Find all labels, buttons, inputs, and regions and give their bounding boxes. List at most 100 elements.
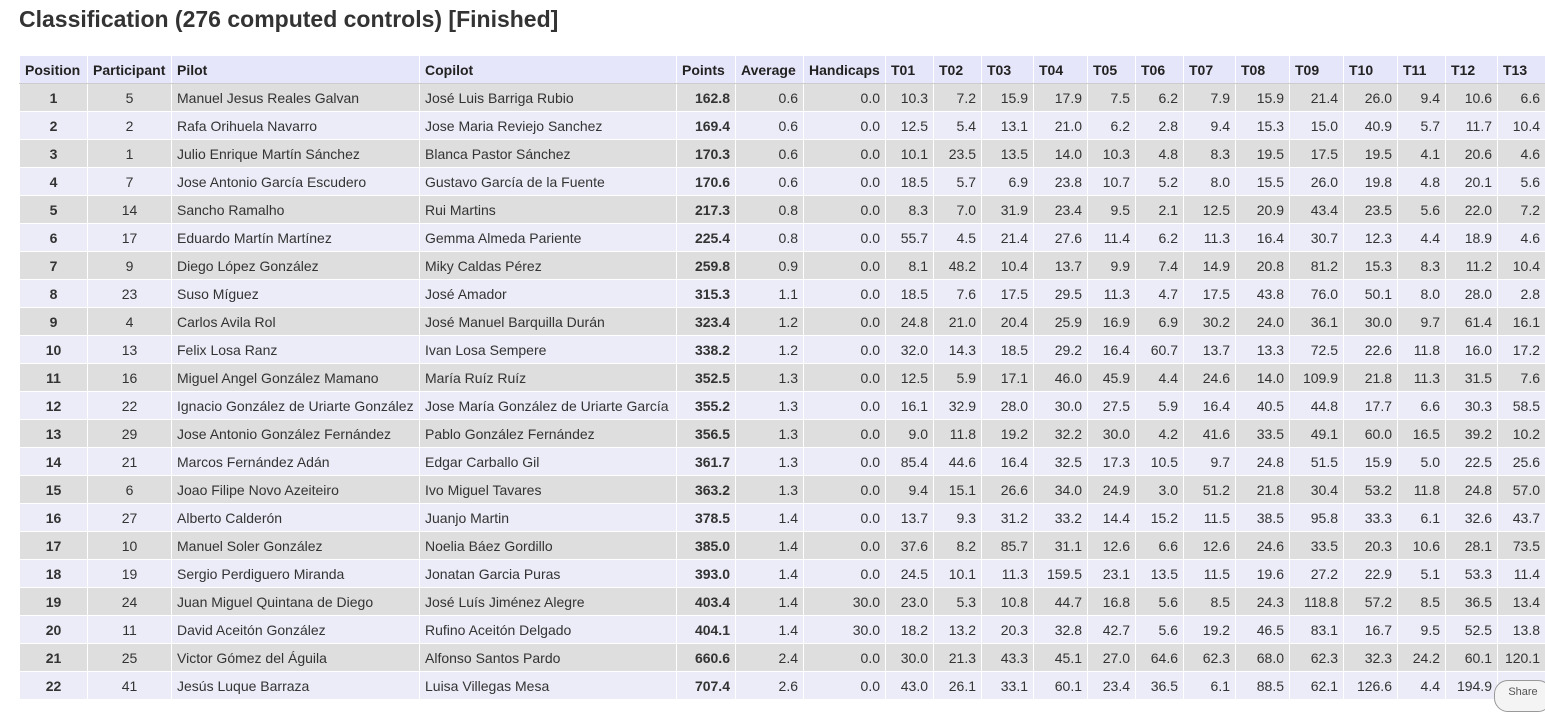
table-cell: 0.6: [736, 140, 804, 168]
table-cell: 4.4: [1398, 672, 1446, 700]
table-cell: 21.3: [934, 644, 982, 672]
table-cell: 68.0: [1236, 644, 1290, 672]
table-cell: 4.6: [1498, 224, 1545, 252]
table-cell: 40.9: [1344, 112, 1398, 140]
table-cell: 24.3: [1236, 588, 1290, 616]
table-cell: José Luis Barriga Rubio: [420, 84, 677, 112]
table-cell: 16.7: [1344, 616, 1398, 644]
table-cell: 23.4: [1088, 672, 1136, 700]
column-header: T03: [982, 56, 1034, 84]
table-cell: 18.2: [886, 616, 934, 644]
table-cell: 24.9: [1088, 476, 1136, 504]
table-cell: 4: [88, 308, 172, 336]
table-cell: 28.1: [1446, 532, 1498, 560]
table-cell: 14: [20, 448, 88, 476]
table-cell: 73.5: [1498, 532, 1545, 560]
table-cell: 660.6: [677, 644, 736, 672]
table-cell: 0.6: [736, 168, 804, 196]
table-cell: 378.5: [677, 504, 736, 532]
column-header: Pilot: [172, 56, 420, 84]
table-cell: 20.1: [1446, 168, 1498, 196]
table-cell: 29.5: [1034, 280, 1088, 308]
table-cell: 33.3: [1344, 504, 1398, 532]
table-cell: 5.4: [934, 112, 982, 140]
table-cell: 10.6: [1446, 84, 1498, 112]
table-cell: 21: [20, 644, 88, 672]
table-cell: 11.3: [982, 560, 1034, 588]
table-cell: 24.8: [886, 308, 934, 336]
column-header: T11: [1398, 56, 1446, 84]
table-cell: 0.0: [804, 308, 886, 336]
table-cell: 21.0: [934, 308, 982, 336]
table-cell: 33.1: [982, 672, 1034, 700]
table-cell: 11.3: [1184, 224, 1236, 252]
table-cell: 12.3: [1344, 224, 1398, 252]
table-cell: Luisa Villegas Mesa: [420, 672, 677, 700]
table-cell: 21.8: [1344, 364, 1398, 392]
table-cell: 118.8: [1290, 588, 1344, 616]
table-cell: 13.5: [1136, 560, 1184, 588]
table-cell: 10.3: [886, 84, 934, 112]
table-cell: 323.4: [677, 308, 736, 336]
table-cell: 0.0: [804, 532, 886, 560]
share-button[interactable]: Share: [1494, 680, 1545, 712]
table-cell: 14.3: [934, 336, 982, 364]
table-cell: 46.0: [1034, 364, 1088, 392]
table-cell: 0.0: [804, 224, 886, 252]
table-cell: 1: [20, 84, 88, 112]
table-cell: 17.1: [982, 364, 1034, 392]
column-header: Participant: [88, 56, 172, 84]
table-cell: 21.0: [1034, 112, 1088, 140]
column-header: T13: [1498, 56, 1545, 84]
table-cell: 9.7: [1398, 308, 1446, 336]
column-header: Handicaps: [804, 56, 886, 84]
table-cell: 11.3: [1398, 364, 1446, 392]
table-cell: 88.5: [1236, 672, 1290, 700]
table-cell: 76.0: [1290, 280, 1344, 308]
table-cell: 0.0: [804, 196, 886, 224]
table-cell: 26.6: [982, 476, 1034, 504]
table-cell: 8.3: [1184, 140, 1236, 168]
table-cell: 15.3: [1236, 112, 1290, 140]
table-cell: 404.1: [677, 616, 736, 644]
table-cell: 32.9: [934, 392, 982, 420]
table-cell: 1.3: [736, 420, 804, 448]
column-header: T05: [1088, 56, 1136, 84]
table-cell: Sancho Ramalho: [172, 196, 420, 224]
table-cell: 30.2: [1184, 308, 1236, 336]
table-cell: 11.2: [1446, 252, 1498, 280]
table-cell: 30.0: [886, 644, 934, 672]
table-cell: 707.4: [677, 672, 736, 700]
table-cell: 53.2: [1344, 476, 1398, 504]
table-cell: 9: [20, 308, 88, 336]
table-cell: 7: [20, 252, 88, 280]
table-cell: 31.9: [982, 196, 1034, 224]
table-cell: 32.6: [1446, 504, 1498, 532]
table-cell: 1.4: [736, 616, 804, 644]
table-cell: 55.7: [886, 224, 934, 252]
table-cell: 8.3: [886, 196, 934, 224]
table-cell: 21.8: [1236, 476, 1290, 504]
table-cell: 6.9: [982, 168, 1034, 196]
table-cell: Pablo González Fernández: [420, 420, 677, 448]
table-cell: 23.5: [1344, 196, 1398, 224]
table-cell: 10.4: [1498, 252, 1545, 280]
table-cell: 61.4: [1446, 308, 1498, 336]
table-cell: 12.6: [1184, 532, 1236, 560]
table-cell: 1.3: [736, 476, 804, 504]
table-cell: 9.4: [886, 476, 934, 504]
table-cell: 20.4: [982, 308, 1034, 336]
table-cell: Victor Gómez del Águila: [172, 644, 420, 672]
table-cell: 43.4: [1290, 196, 1344, 224]
table-cell: 11.3: [1088, 280, 1136, 308]
table-cell: 64.6: [1136, 644, 1184, 672]
table-cell: 15.1: [934, 476, 982, 504]
table-cell: 0.8: [736, 224, 804, 252]
table-cell: 24.0: [1236, 308, 1290, 336]
